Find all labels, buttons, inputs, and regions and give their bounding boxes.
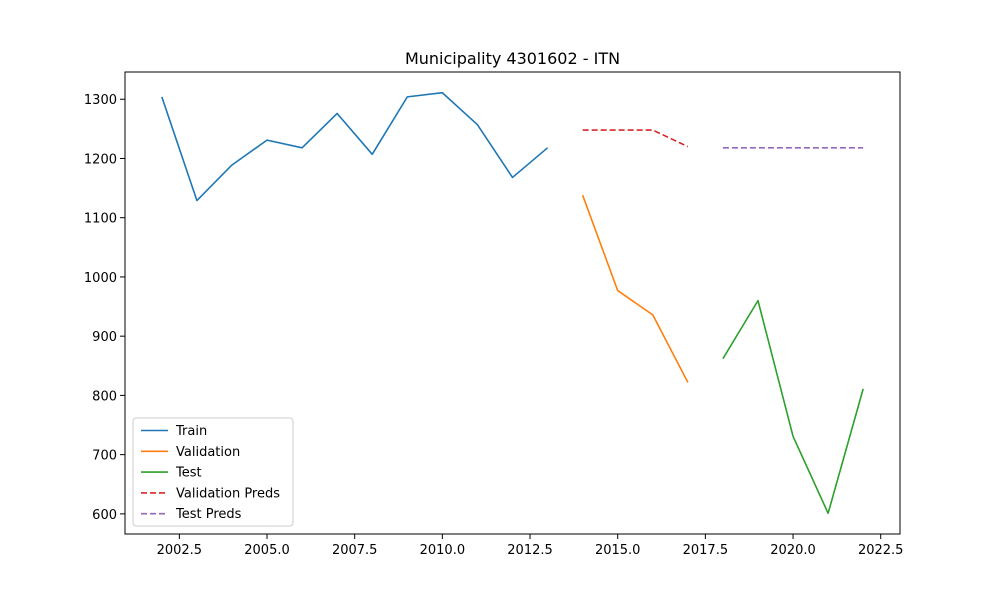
y-tick-label: 1200	[84, 152, 117, 167]
x-tick-label: 2007.5	[332, 543, 378, 558]
series-line-train	[161, 91, 549, 202]
x-tick-label: 2002.5	[157, 543, 203, 558]
chart-title: Municipality 4301602 - ITN	[405, 49, 620, 68]
x-tick-label: 2020.0	[770, 543, 816, 558]
legend-box	[132, 417, 294, 527]
y-tick-label: 1300	[84, 93, 117, 108]
x-tick-label: 2022.5	[858, 543, 904, 558]
x-tick-label: 2010.0	[420, 543, 466, 558]
legend-label-test-preds: Test Preds	[175, 507, 242, 522]
x-tick-label: 2015.0	[595, 543, 641, 558]
y-tick-label: 1100	[84, 212, 117, 227]
series-line-validation	[581, 194, 689, 383]
plot-area: 2002.5 2005.0 2007.5 2010.0 2012.5 2015.0 2017…	[84, 71, 904, 558]
axes-frame	[124, 71, 901, 535]
y-tick-label: 1000	[84, 271, 117, 286]
y-tick-label: 800	[92, 389, 117, 404]
x-tick-label: 2005.0	[244, 543, 290, 558]
legend-label-validation: Validation	[176, 445, 240, 460]
y-tick-label: 700	[92, 449, 117, 464]
x-tick-label: 2017.5	[683, 543, 729, 558]
y-tick-label: 600	[92, 508, 117, 523]
y-tick-label: 900	[92, 330, 117, 345]
legend-label-train: Train	[175, 424, 207, 439]
legend-label-validation-preds: Validation Preds	[176, 486, 280, 501]
legend: Train Validation Test Validation Preds Test …	[132, 417, 294, 527]
series-line-test	[722, 299, 864, 515]
x-tick-label: 2012.5	[507, 543, 553, 558]
legend-label-test: Test	[175, 466, 202, 481]
